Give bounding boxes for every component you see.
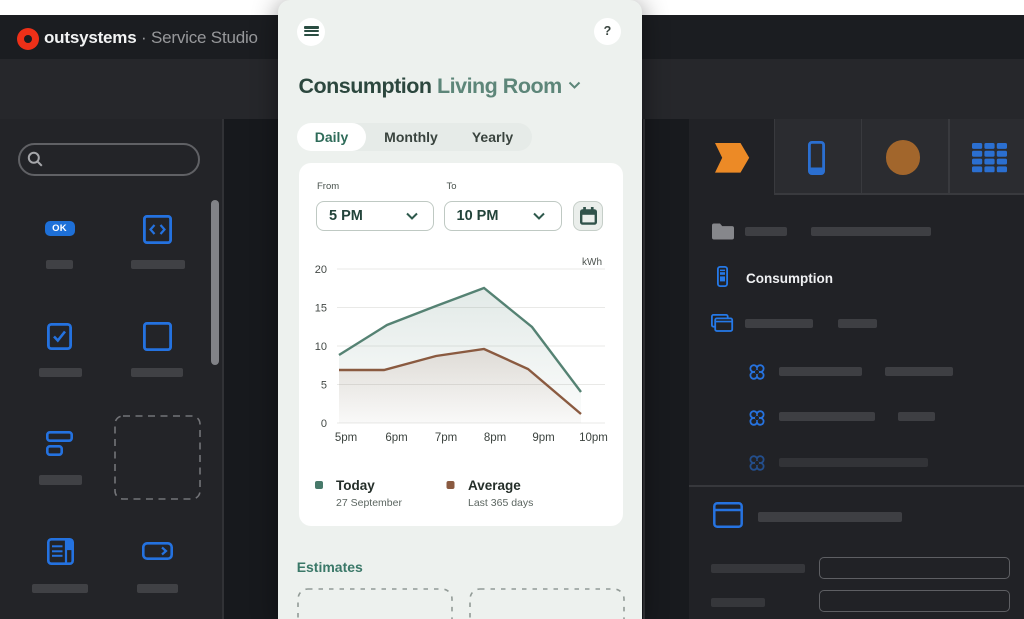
- svg-text:Today: Today: [336, 478, 375, 493]
- svg-text:kWh: kWh: [582, 257, 602, 268]
- svg-text:9pm: 9pm: [532, 432, 554, 444]
- svg-text:5pm: 5pm: [335, 432, 357, 444]
- svg-text:10pm: 10pm: [579, 432, 608, 444]
- svg-text:Last 365 days: Last 365 days: [468, 497, 533, 509]
- svg-text:6pm: 6pm: [385, 432, 407, 444]
- svg-text:27 September: 27 September: [336, 497, 402, 509]
- svg-text:0: 0: [321, 418, 327, 430]
- svg-text:Average: Average: [468, 478, 521, 493]
- svg-text:20: 20: [315, 264, 327, 276]
- svg-text:5: 5: [321, 380, 327, 392]
- svg-text:7pm: 7pm: [435, 432, 457, 444]
- svg-text:15: 15: [315, 303, 327, 315]
- svg-text:10: 10: [315, 341, 327, 353]
- svg-text:8pm: 8pm: [484, 432, 506, 444]
